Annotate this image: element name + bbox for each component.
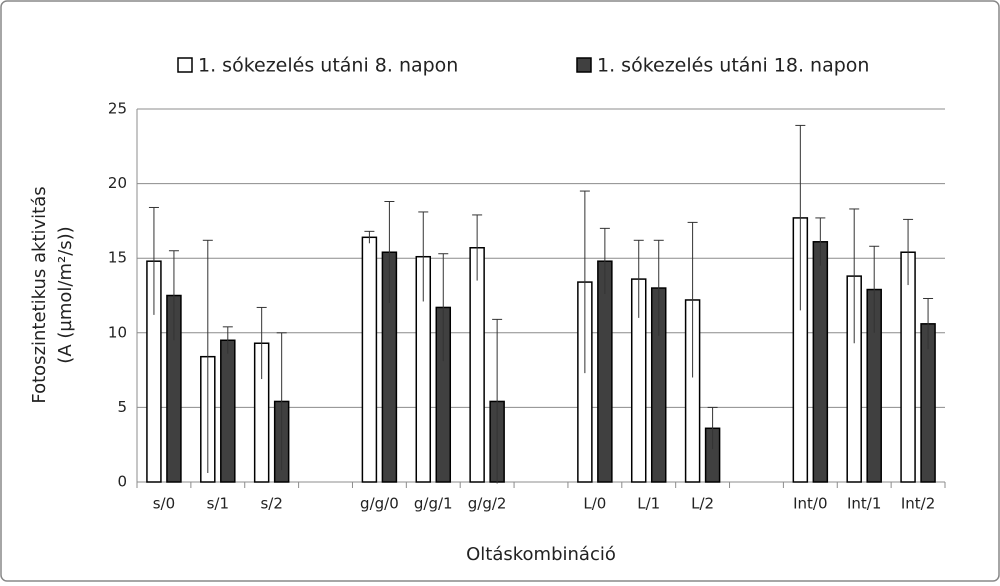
y-axis-label-group: Fotoszintetikus aktivitás (A (µmol/m²/s)…	[29, 186, 76, 403]
x-tick-label: L/0	[583, 495, 606, 513]
y-tick-label: 20	[108, 174, 127, 192]
x-tick-label: Int/1	[847, 495, 881, 513]
x-tick-label: g/g/2	[468, 495, 507, 513]
y-axis-label: Fotoszintetikus aktivitás	[29, 186, 50, 403]
x-tick-label: g/g/0	[360, 495, 399, 513]
x-tick-label: s/1	[207, 495, 229, 513]
legend-label: 1. sókezelés utáni 8. napon	[198, 55, 458, 77]
bar	[812, 241, 829, 483]
x-tick-label: s/0	[153, 495, 175, 513]
y-tick-label: 25	[108, 100, 127, 118]
x-tick-label: Int/2	[901, 495, 935, 513]
legend-swatch	[177, 57, 193, 73]
x-tick-label: Int/0	[793, 495, 827, 513]
x-tick-label: L/2	[691, 495, 714, 513]
y-tick-label: 10	[108, 323, 127, 341]
legend-swatch	[576, 57, 592, 73]
bar	[220, 339, 236, 483]
x-tick-label: s/2	[260, 495, 282, 513]
y-axis-label: (A (µmol/m²/s))	[55, 226, 76, 363]
y-tick-label: 0	[117, 473, 127, 491]
bar	[900, 251, 916, 483]
x-tick-label: L/1	[637, 495, 660, 513]
bar	[469, 247, 485, 483]
x-tick-label: g/g/1	[414, 495, 453, 513]
bar	[361, 236, 378, 483]
bar	[597, 260, 613, 483]
x-axis-label: Oltáskombináció	[466, 544, 616, 565]
y-tick-label: 5	[117, 398, 127, 416]
legend-label: 1. sókezelés utáni 18. napon	[597, 55, 869, 77]
y-tick-label: 15	[108, 249, 127, 267]
